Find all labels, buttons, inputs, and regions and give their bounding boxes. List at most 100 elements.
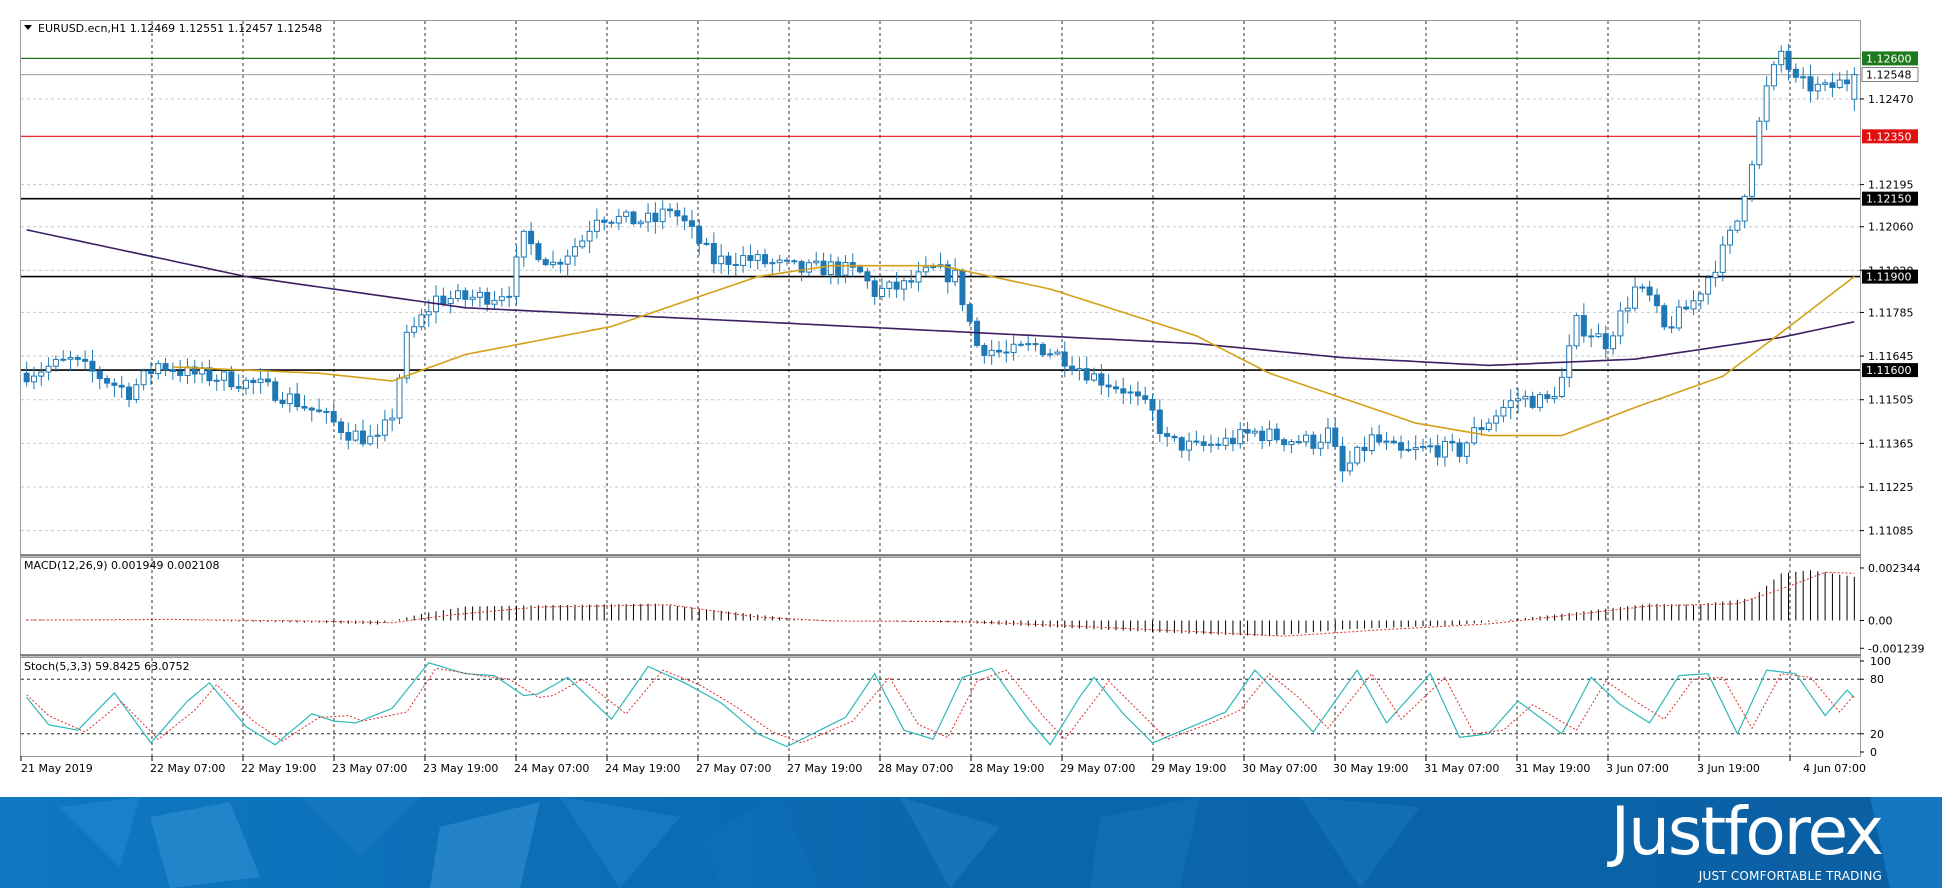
candle-bear — [294, 393, 301, 408]
x-tick-label: 3 Jun 19:00 — [1697, 762, 1760, 775]
candle-bear — [1639, 286, 1646, 289]
candle-bear — [908, 280, 915, 283]
candle-bull — [1383, 440, 1390, 443]
candle-bull — [842, 262, 849, 276]
symbol-dropdown-icon[interactable] — [24, 25, 32, 30]
candle-bear — [1844, 79, 1851, 85]
candle-bull — [1822, 82, 1829, 85]
candle-bear — [1098, 373, 1105, 386]
candle-bear — [272, 381, 279, 401]
candle-bull — [1734, 220, 1741, 231]
ma-fast-line — [172, 264, 1855, 437]
x-tick-label: 23 May 19:00 — [423, 762, 498, 775]
stoch-main-line — [26, 662, 1855, 748]
candle-bear — [235, 386, 242, 389]
candle-bear — [630, 211, 637, 225]
candle-bull — [827, 261, 834, 276]
candle-bear — [528, 230, 535, 245]
candle-bear — [1661, 305, 1668, 328]
candle-bear — [1171, 435, 1178, 439]
candle-bear — [279, 399, 286, 405]
candle-bull — [1288, 441, 1295, 446]
brand-logo-text: Justforex — [1610, 797, 1884, 870]
candle-bear — [959, 269, 966, 306]
candle-bull — [1814, 83, 1821, 92]
candle-bear — [871, 280, 878, 297]
candle-bull — [645, 212, 652, 223]
x-tick-label: 3 Jun 07:00 — [1606, 762, 1669, 775]
candle-bear — [791, 260, 798, 263]
candle-bull — [952, 269, 959, 283]
candle-bear — [1069, 365, 1076, 371]
candle-bear — [732, 263, 739, 266]
candle-bear — [1332, 427, 1339, 447]
candle-bull — [1712, 271, 1719, 279]
brand-tagline: JUST COMFORTABLE TRADING — [1698, 869, 1882, 883]
candle-bull — [1705, 277, 1712, 295]
candle-bull — [506, 295, 513, 298]
candle-bear — [1829, 82, 1836, 88]
candle-bear — [359, 430, 366, 445]
candle-bear — [323, 410, 330, 413]
candle-bull — [1800, 76, 1807, 79]
candle-bull — [1690, 300, 1697, 310]
candle-bear — [191, 366, 198, 375]
candle-bull — [389, 417, 396, 421]
y-tick-label: 1.11085 — [1868, 525, 1914, 538]
candle-bull — [879, 287, 886, 297]
candle-bear — [1653, 294, 1660, 307]
candle-bear — [96, 370, 103, 380]
candle-bull — [586, 230, 593, 242]
candle-bear — [462, 290, 469, 300]
candle-bear — [667, 208, 674, 212]
candle-bull — [1091, 373, 1098, 381]
candle-bear — [1215, 443, 1222, 446]
candle-bear — [330, 411, 337, 423]
candle-bull — [615, 215, 622, 224]
x-tick-label: 28 May 07:00 — [878, 762, 953, 775]
candle-bear — [169, 369, 176, 372]
candle-bear — [147, 370, 154, 375]
price-tag-green — [1862, 51, 1918, 66]
candle-bull — [418, 314, 425, 328]
candle-bear — [308, 407, 315, 411]
chart-area[interactable]: 1.124701.121951.120601.119201.117851.116… — [0, 0, 1942, 797]
candle-bull — [1770, 64, 1777, 87]
candle-bull — [1763, 85, 1770, 122]
candle-bear — [542, 259, 549, 266]
candle-bull — [1420, 446, 1427, 449]
candle-bull — [637, 221, 644, 225]
price-tag-red — [1862, 129, 1918, 144]
y-tick-label: 1.11365 — [1868, 437, 1914, 450]
price-tag-label: 1.12350 — [1866, 130, 1912, 143]
candle-bull — [374, 434, 381, 437]
macd-panel — [20, 557, 1861, 655]
candle-bear — [1478, 427, 1485, 431]
x-tick-label: 24 May 07:00 — [514, 762, 589, 775]
candle-bear — [126, 386, 133, 400]
candle-bull — [922, 266, 929, 273]
candle-bull — [498, 296, 505, 301]
candle-bear — [1134, 391, 1141, 397]
candle-bear — [345, 432, 352, 441]
candle-bear — [1529, 395, 1536, 408]
candle-bull — [1719, 244, 1726, 273]
candle-bear — [1229, 437, 1236, 445]
candle-bull — [520, 230, 527, 258]
candle-bull — [1500, 406, 1507, 417]
x-tick-label: 4 Jun 07:00 — [1803, 762, 1866, 775]
candle-bull — [30, 375, 37, 383]
candle-bull — [1222, 437, 1229, 446]
candle-bull — [476, 291, 483, 298]
candle-bear — [89, 360, 96, 372]
candle-bull — [915, 271, 922, 283]
candle-bear — [118, 384, 125, 388]
candle-bear — [1434, 445, 1441, 458]
candle-bull — [381, 419, 388, 436]
x-tick-label: 30 May 07:00 — [1242, 762, 1317, 775]
candle-bear — [1156, 409, 1163, 435]
candle-bear — [1105, 384, 1112, 388]
candle-bear — [1281, 439, 1288, 446]
candle-bear — [1785, 50, 1792, 70]
candle-bear — [228, 371, 235, 388]
